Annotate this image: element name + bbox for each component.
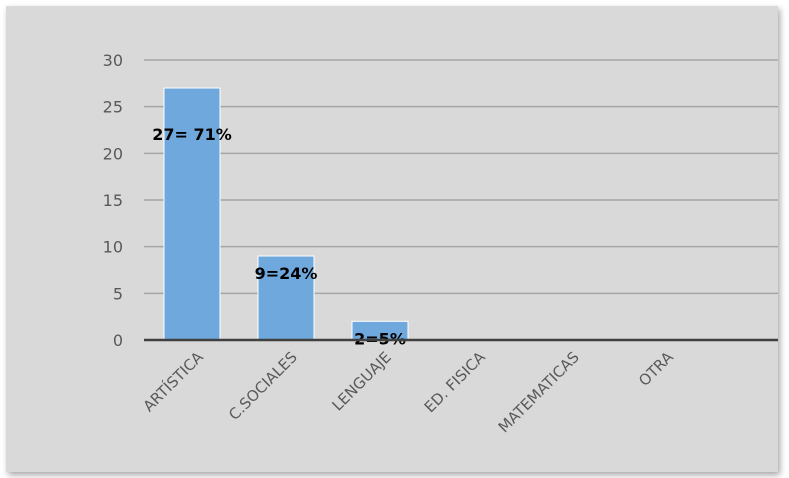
bar-c-sociales	[257, 255, 315, 341]
y-tick-label: 20	[103, 144, 123, 163]
y-tick-label: 30	[103, 51, 123, 70]
y-tick-label: 25	[103, 98, 123, 117]
grid-lines	[144, 59, 778, 295]
y-axis-ticks: 0 5 10 15 20 25 30	[103, 51, 123, 350]
data-label: 27= 71%	[152, 125, 232, 144]
y-tick-label: 15	[103, 191, 123, 210]
plot-background	[6, 6, 778, 472]
bars	[163, 87, 409, 341]
data-label: 9=24%	[255, 264, 318, 283]
bar-art-stica	[163, 87, 221, 341]
y-tick-label: 10	[103, 238, 123, 257]
y-tick-label: 5	[113, 284, 123, 303]
y-tick-label: 0	[113, 331, 123, 350]
